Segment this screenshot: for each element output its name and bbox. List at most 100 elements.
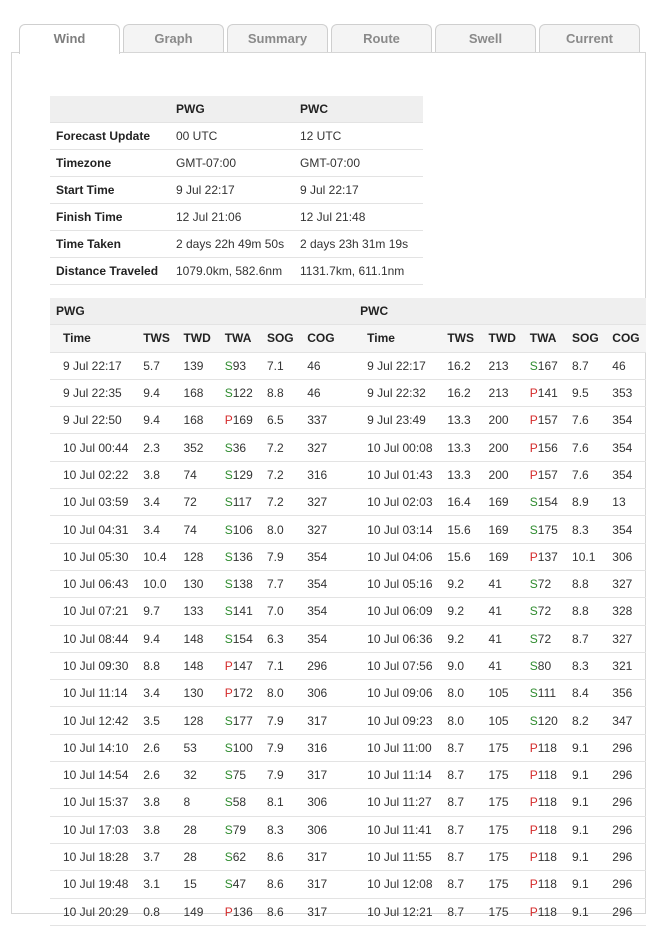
pwc-twa-cell: P157 — [529, 461, 573, 490]
tab-swell[interactable]: Swell — [435, 24, 536, 52]
pwc-twd-cell: 175 — [488, 761, 530, 790]
twa-value: 138 — [232, 577, 253, 592]
pwc-cog-cell: 296 — [612, 870, 646, 899]
leg-row: 9 Jul 22:17 5.7 139 S93 7.1 46 9 Jul 22:17 16.2… — [50, 352, 646, 380]
pwc-tws-cell: 9.0 — [447, 652, 489, 681]
tab-summary[interactable]: Summary — [227, 24, 328, 52]
pwc-tws-cell: 13.3 — [447, 433, 489, 462]
pwg-sog-cell: 7.9 — [266, 543, 308, 571]
leg-row: 10 Jul 14:10 2.6 53 S100 7.9 316 10 Jul 11:00 8… — [50, 734, 646, 763]
pwg-twa-cell: S58 — [224, 788, 267, 817]
pwg-time-cell: 10 Jul 05:30 — [50, 543, 144, 571]
twa-value: 117 — [232, 495, 252, 510]
twa-value: 72 — [537, 631, 552, 646]
tack-indicator: S — [224, 740, 233, 755]
pwg-cog-cell: 317 — [307, 870, 355, 899]
pwg-time-cell: 10 Jul 17:03 — [50, 816, 144, 844]
pwc-time-cell: 10 Jul 06:36 — [354, 625, 448, 653]
pwc-cog-cell: 296 — [612, 816, 646, 844]
pwg-cog-cell: 354 — [307, 597, 355, 626]
tab-current[interactable]: Current — [539, 24, 640, 52]
pwg-cog-cell: 306 — [307, 679, 355, 708]
summary-row: Distance Traveled 1079.0km, 582.6nm 1131.7… — [50, 257, 423, 285]
pwg-twd-cell: 128 — [183, 543, 225, 571]
pwc-sog-cell: 8.7 — [572, 352, 613, 380]
pwg-cog-cell: 46 — [307, 352, 355, 380]
pwg-time-cell: 10 Jul 20:29 — [50, 898, 144, 926]
pwg-cog-cell: 46 — [307, 379, 355, 408]
pwg-sog-cell: 8.6 — [266, 898, 308, 926]
col-header-sog: SOG — [572, 324, 613, 353]
pwc-twa-cell: S72 — [529, 625, 573, 653]
twa-value: 75 — [232, 768, 247, 783]
pwg-twd-cell: 149 — [183, 898, 225, 926]
tack-indicator: S — [529, 495, 538, 510]
legs-title-pwg: PWG — [50, 298, 355, 326]
tack-indicator: P — [529, 822, 538, 837]
pwc-time-cell: 10 Jul 11:27 — [354, 788, 448, 817]
pwc-twa-cell: S111 — [529, 679, 573, 708]
pwc-time-cell: 10 Jul 06:09 — [354, 597, 448, 626]
pwc-tws-cell: 8.7 — [447, 788, 489, 817]
pwg-sog-cell: 7.0 — [266, 597, 308, 626]
pwc-sog-cell: 9.5 — [572, 379, 613, 408]
pwg-twa-cell: S100 — [224, 734, 267, 763]
pwg-twd-cell: 128 — [183, 706, 225, 735]
twa-value: 100 — [232, 740, 253, 755]
pwg-tws-cell: 3.5 — [143, 706, 184, 735]
tab-wind[interactable]: Wind — [19, 24, 120, 54]
pwg-time-cell: 10 Jul 09:30 — [50, 652, 144, 681]
pwc-sog-cell: 9.1 — [572, 870, 613, 899]
pwc-tws-cell: 9.2 — [447, 570, 489, 599]
pwc-twd-cell: 175 — [488, 843, 530, 872]
twa-value: 118 — [537, 822, 557, 837]
leg-row: 10 Jul 20:29 0.8 149 P136 8.6 317 10 Jul 12:21… — [50, 898, 646, 926]
pwc-cog-cell: 296 — [612, 898, 646, 926]
summary-row-label: Time Taken — [50, 230, 170, 258]
pwc-twa-cell: S154 — [529, 488, 573, 517]
twa-value: 62 — [232, 850, 247, 865]
pwg-cog-cell: 317 — [307, 898, 355, 926]
tack-indicator: S — [529, 686, 538, 701]
pwc-sog-cell: 8.8 — [572, 570, 613, 599]
pwc-time-cell: 9 Jul 22:17 — [354, 352, 448, 380]
tack-indicator: S — [224, 768, 233, 783]
summary-body: Forecast Update 00 UTC 12 UTC Timezone GMT-0… — [50, 122, 423, 285]
pwg-twd-cell: 168 — [183, 406, 225, 435]
pwg-sog-cell: 8.3 — [266, 816, 308, 844]
tab-route[interactable]: Route — [331, 24, 432, 52]
pwc-twa-cell: P157 — [529, 406, 573, 435]
pwc-time-cell: 10 Jul 11:14 — [354, 761, 448, 790]
col-header-cog: COG — [307, 324, 355, 353]
pwc-time-cell: 10 Jul 01:43 — [354, 461, 448, 490]
pwc-twa-cell: P118 — [529, 843, 573, 872]
pwg-time-cell: 10 Jul 04:31 — [50, 515, 144, 544]
pwg-sog-cell: 7.2 — [266, 433, 308, 462]
pwc-time-cell: 10 Jul 07:56 — [354, 652, 448, 681]
legs-table: PWG PWC Time TWS TWD TWA SOG COG Time TW… — [50, 298, 646, 926]
pwg-twd-cell: 148 — [183, 625, 225, 653]
pwg-twa-cell: S62 — [224, 843, 267, 872]
pwg-twd-cell: 53 — [183, 734, 225, 763]
pwc-sog-cell: 7.6 — [572, 461, 613, 490]
leg-row: 10 Jul 03:59 3.4 72 S117 7.2 327 10 Jul 02:03 1… — [50, 488, 646, 517]
pwg-twa-cell: S117 — [224, 488, 267, 517]
pwc-cog-cell: 327 — [612, 625, 646, 653]
tack-indicator: P — [529, 440, 538, 455]
leg-row: 10 Jul 14:54 2.6 32 S75 7.9 317 10 Jul 11:14 8.… — [50, 761, 646, 790]
summary-row: Forecast Update 00 UTC 12 UTC — [50, 122, 423, 150]
summary-row-pwg-value: 9 Jul 22:17 — [170, 176, 294, 204]
pwc-tws-cell: 8.7 — [447, 843, 489, 872]
tack-indicator: P — [529, 768, 538, 783]
tab-graph[interactable]: Graph — [123, 24, 224, 52]
pwg-tws-cell: 3.1 — [143, 870, 184, 899]
pwg-twa-cell: P136 — [224, 898, 267, 926]
pwc-cog-cell: 354 — [612, 461, 646, 490]
tack-indicator: P — [224, 904, 233, 919]
twa-value: 118 — [537, 795, 557, 810]
pwc-time-cell: 10 Jul 04:06 — [354, 543, 448, 571]
tack-indicator: S — [224, 358, 233, 373]
pwg-cog-cell: 317 — [307, 706, 355, 735]
pwg-twa-cell: S106 — [224, 515, 267, 544]
pwg-time-cell: 10 Jul 15:37 — [50, 788, 144, 817]
